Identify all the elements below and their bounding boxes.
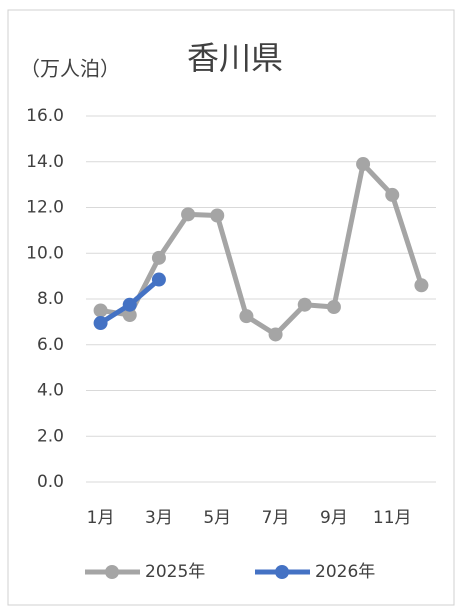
data-point	[356, 157, 371, 172]
y-tick-label: 16.0	[26, 106, 64, 126]
x-tick-label: 5月	[203, 508, 231, 528]
legend-marker	[105, 565, 119, 579]
data-point	[151, 250, 166, 265]
data-point	[385, 187, 400, 202]
x-tick-label: 9月	[320, 508, 348, 528]
chart-title: 香川県	[187, 39, 283, 77]
y-tick-label: 0.0	[37, 472, 64, 492]
chart-frame	[7, 9, 455, 606]
y-tick-label: 8.0	[37, 289, 64, 309]
legend-label: 2025年	[145, 562, 205, 582]
data-point	[326, 300, 341, 315]
data-point	[414, 278, 429, 293]
data-point	[151, 272, 166, 287]
data-point	[297, 297, 312, 312]
data-point	[181, 207, 196, 222]
x-tick-label: 3月	[145, 508, 173, 528]
y-tick-label: 12.0	[26, 198, 64, 218]
data-point	[210, 208, 225, 223]
data-point	[239, 309, 254, 324]
y-tick-label: 4.0	[37, 381, 64, 401]
x-tick-label: 11月	[373, 508, 412, 528]
data-point	[122, 297, 137, 312]
data-point	[122, 308, 137, 323]
legend-label: 2026年	[315, 562, 375, 582]
legend-marker	[275, 565, 289, 579]
data-point	[268, 327, 283, 342]
series-line	[100, 161, 424, 337]
y-tick-label: 10.0	[26, 243, 64, 263]
y-tick-label: 2.0	[37, 426, 64, 446]
y-axis-label: （万人泊）	[20, 57, 120, 81]
y-tick-label: 6.0	[37, 335, 64, 355]
data-point	[93, 303, 108, 318]
data-point	[93, 316, 108, 331]
x-tick-label: 7月	[262, 508, 290, 528]
y-tick-label: 14.0	[26, 152, 64, 172]
x-tick-label: 1月	[87, 508, 115, 528]
